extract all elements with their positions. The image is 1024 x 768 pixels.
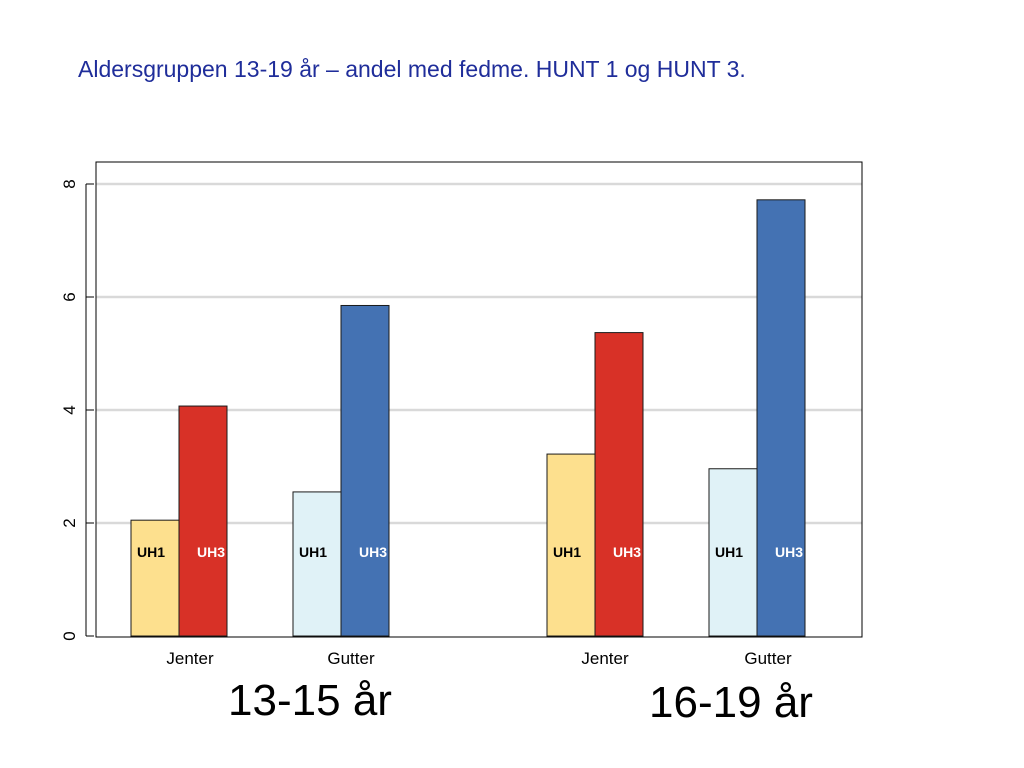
x-category-label: Jenter [581, 649, 629, 668]
x-category-label: Jenter [166, 649, 214, 668]
bar [546, 453, 596, 637]
bar [708, 468, 758, 637]
bar [594, 332, 644, 637]
bar [292, 491, 342, 637]
bar-series-label: UH3 [197, 544, 225, 560]
bar [340, 304, 390, 637]
plot-frame [95, 161, 863, 638]
y-tick-label: 8 [60, 179, 79, 188]
bar-series-label: UH1 [137, 544, 165, 560]
bar-series-label: UH3 [775, 544, 803, 560]
chart-title: Aldersgruppen 13-19 år – andel med fedme… [78, 56, 746, 82]
y-tick-label: 0 [60, 631, 79, 640]
bar-series-label: UH1 [553, 544, 581, 560]
group-label-16-19: 16-19 år [649, 678, 813, 727]
y-tick-label: 2 [60, 518, 79, 527]
bar-series-label: UH3 [359, 544, 387, 560]
group-label-13-15: 13-15 år [228, 676, 392, 725]
bar [178, 405, 228, 637]
y-tick-label: 6 [60, 292, 79, 301]
bar-series-label: UH3 [613, 544, 641, 560]
x-category-label: Gutter [327, 649, 375, 668]
y-tick-label: 4 [60, 405, 79, 414]
bar-series-label: UH1 [299, 544, 327, 560]
bar [130, 519, 180, 637]
bar [756, 199, 806, 637]
x-category-label: Gutter [744, 649, 792, 668]
bar-series-label: UH1 [715, 544, 743, 560]
